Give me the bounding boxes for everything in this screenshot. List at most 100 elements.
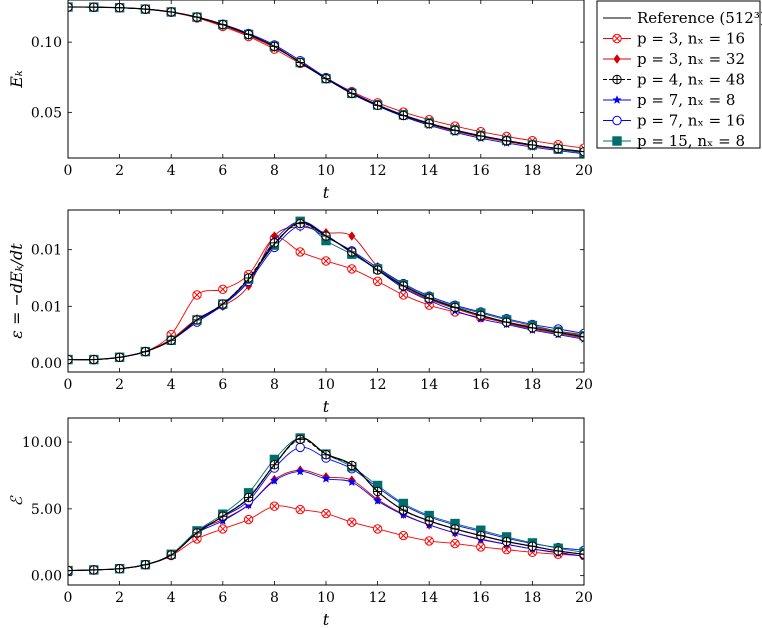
panel-dissipation-rate: 0 2 4 6 8 10 12 14 16 18 20 0.00 0.01 0.01 t ε = −dEₖ/d… bbox=[7, 209, 593, 416]
series-line-p3n32 bbox=[68, 469, 584, 572]
x-tick-label: 20 bbox=[575, 163, 593, 179]
data-point-p7n8 bbox=[295, 466, 305, 476]
series-line-p3n16 bbox=[68, 237, 584, 361]
x-tick-label: 14 bbox=[420, 377, 438, 393]
x-tick-label: 8 bbox=[270, 163, 279, 179]
data-point-p3n32 bbox=[348, 231, 356, 241]
x-axis-label: t bbox=[323, 183, 330, 202]
data-point-p3n16 bbox=[243, 514, 254, 525]
x-tick-label: 12 bbox=[369, 377, 387, 393]
legend-item-p15n8: p = 15, nₓ = 8 bbox=[603, 132, 745, 150]
legend-marker bbox=[612, 33, 622, 44]
x-tick-label: 4 bbox=[167, 163, 176, 179]
data-point-p3n16 bbox=[476, 542, 486, 552]
data-point-p7n8 bbox=[372, 495, 383, 505]
series-p4n48 bbox=[68, 434, 584, 576]
legend-label: p = 7, nₓ = 16 bbox=[637, 112, 745, 130]
data-point-p7n16 bbox=[295, 442, 305, 453]
data-point-p4n48 bbox=[269, 238, 280, 248]
x-tick-label: 0 bbox=[64, 163, 73, 179]
data-point-p3n16 bbox=[218, 524, 228, 534]
legend-item-p4n48: p = 4, nₓ = 48 bbox=[603, 71, 745, 89]
y-tick-label: 10.00 bbox=[22, 435, 62, 451]
x-tick-label: 18 bbox=[523, 163, 541, 179]
legend-label: p = 3, nₓ = 32 bbox=[637, 50, 745, 68]
x-tick-label: 4 bbox=[167, 377, 176, 393]
y-tick-label: 5.00 bbox=[31, 502, 62, 518]
legend-marker bbox=[612, 95, 622, 104]
y-tick-label: 0.10 bbox=[31, 35, 62, 51]
x-tick-label: 4 bbox=[167, 590, 176, 606]
legend-label: p = 4, nₓ = 48 bbox=[637, 71, 745, 89]
series-line-p7n16 bbox=[68, 225, 584, 361]
data-point-p3n16 bbox=[321, 256, 331, 266]
x-tick-label: 2 bbox=[115, 163, 124, 179]
y-tick-label: 0.05 bbox=[31, 105, 62, 121]
panel-kinetic-energy: 0 2 4 6 8 10 12 14 16 18 20 0.05 0.10 t Eₖ bbox=[7, 0, 593, 202]
legend-item-p3n16: p = 3, nₓ = 16 bbox=[603, 30, 745, 48]
data-point-p7n8 bbox=[269, 475, 280, 485]
data-point-p3n16 bbox=[321, 508, 331, 519]
panel-enstrophy: 0 2 4 6 8 10 12 14 16 18 20 0.00 5.00 10.00 t ℰ bbox=[7, 417, 593, 628]
data-point-p3n16 bbox=[192, 290, 202, 300]
data-point-p7n8 bbox=[321, 473, 331, 483]
series-line-ref bbox=[68, 437, 584, 572]
series-p7n8 bbox=[68, 466, 584, 575]
x-tick-label: 10 bbox=[317, 163, 335, 179]
y-tick-label: 0.01 bbox=[31, 243, 62, 259]
legend: Reference (512³) p = 3, nₓ = 16 p = 3, nₓ … bbox=[596, 0, 762, 150]
x-tick-label: 16 bbox=[472, 590, 490, 606]
y-axis-label: ℰ bbox=[7, 494, 26, 506]
x-tick-label: 10 bbox=[317, 590, 335, 606]
data-point-p3n16 bbox=[347, 517, 357, 527]
y-tick-label: 0.00 bbox=[31, 356, 62, 372]
y-axis-label: Eₖ bbox=[7, 70, 26, 89]
legend-item-p7n16: p = 7, nₓ = 16 bbox=[603, 112, 745, 130]
data-point-p3n16 bbox=[398, 530, 409, 541]
x-tick-label: 6 bbox=[218, 590, 227, 606]
x-tick-label: 14 bbox=[420, 590, 438, 606]
x-tick-label: 6 bbox=[218, 163, 227, 179]
x-tick-label: 12 bbox=[369, 590, 387, 606]
x-tick-label: 14 bbox=[420, 163, 438, 179]
x-axis-label: t bbox=[323, 610, 330, 628]
series-p3n32 bbox=[68, 465, 584, 576]
y-axis-label: ε = −dEₖ/dt bbox=[7, 243, 26, 339]
data-point-p7n8 bbox=[347, 477, 357, 487]
legend-marker bbox=[612, 115, 622, 126]
legend-marker bbox=[612, 136, 622, 146]
x-tick-label: 16 bbox=[472, 377, 490, 393]
data-point-p3n16 bbox=[295, 247, 305, 257]
x-axis-label: t bbox=[323, 397, 330, 416]
series-p3n16 bbox=[68, 233, 584, 365]
legend-label: p = 3, nₓ = 16 bbox=[637, 30, 745, 48]
series-line-p7n8 bbox=[68, 470, 584, 572]
legend-item-p3n32: p = 3, nₓ = 32 bbox=[603, 50, 745, 68]
x-tick-label: 8 bbox=[270, 590, 279, 606]
x-tick-label: 6 bbox=[218, 377, 227, 393]
legend-item-ref: Reference (512³) bbox=[603, 9, 762, 27]
data-point-p3n16 bbox=[347, 264, 357, 274]
legend-item-p7n8: p = 7, nₓ = 8 bbox=[603, 91, 735, 109]
series-ref bbox=[68, 221, 584, 361]
series-line-p3n32 bbox=[68, 226, 584, 361]
data-point-p3n16 bbox=[372, 524, 383, 534]
data-point-p3n16 bbox=[372, 276, 383, 287]
data-point-p3n16 bbox=[269, 501, 280, 511]
x-tick-label: 16 bbox=[472, 163, 490, 179]
series-ref bbox=[68, 437, 584, 572]
x-tick-label: 2 bbox=[115, 377, 124, 393]
x-tick-label: 0 bbox=[64, 590, 73, 606]
series-ref bbox=[68, 6, 584, 153]
data-point-p3n16 bbox=[450, 538, 460, 549]
legend-label: p = 15, nₓ = 8 bbox=[637, 132, 745, 150]
legend-marker bbox=[612, 74, 622, 85]
legend-box bbox=[596, 0, 761, 149]
series-line-ref bbox=[68, 221, 584, 361]
x-tick-label: 12 bbox=[369, 163, 387, 179]
y-tick-label: 0.01 bbox=[31, 299, 62, 315]
data-point-p3n16 bbox=[398, 290, 409, 300]
data-point-p3n16 bbox=[218, 284, 228, 295]
x-tick-label: 2 bbox=[115, 590, 124, 606]
